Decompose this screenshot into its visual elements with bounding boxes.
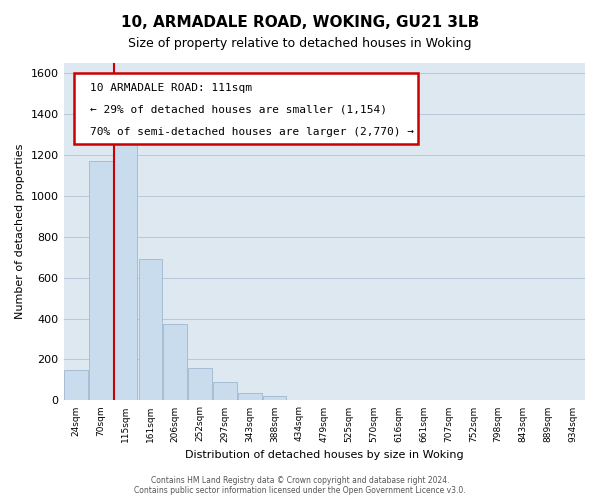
- Bar: [238, 394, 262, 400]
- Text: 10, ARMADALE ROAD, WOKING, GU21 3LB: 10, ARMADALE ROAD, WOKING, GU21 3LB: [121, 15, 479, 30]
- Bar: [188, 368, 212, 400]
- Bar: [163, 324, 187, 400]
- Bar: [114, 142, 137, 400]
- Text: Contains HM Land Registry data © Crown copyright and database right 2024.
Contai: Contains HM Land Registry data © Crown c…: [134, 476, 466, 495]
- Bar: [139, 259, 162, 400]
- Bar: [64, 370, 88, 400]
- Bar: [89, 161, 113, 400]
- Bar: [213, 382, 237, 400]
- Bar: [263, 396, 286, 400]
- Y-axis label: Number of detached properties: Number of detached properties: [15, 144, 25, 319]
- X-axis label: Distribution of detached houses by size in Woking: Distribution of detached houses by size …: [185, 450, 464, 460]
- Text: Size of property relative to detached houses in Woking: Size of property relative to detached ho…: [128, 38, 472, 51]
- Text: 10 ARMADALE ROAD: 111sqm: 10 ARMADALE ROAD: 111sqm: [89, 83, 251, 93]
- FancyBboxPatch shape: [74, 72, 418, 144]
- Text: ← 29% of detached houses are smaller (1,154): ← 29% of detached houses are smaller (1,…: [89, 104, 386, 115]
- Text: 70% of semi-detached houses are larger (2,770) →: 70% of semi-detached houses are larger (…: [89, 126, 413, 136]
